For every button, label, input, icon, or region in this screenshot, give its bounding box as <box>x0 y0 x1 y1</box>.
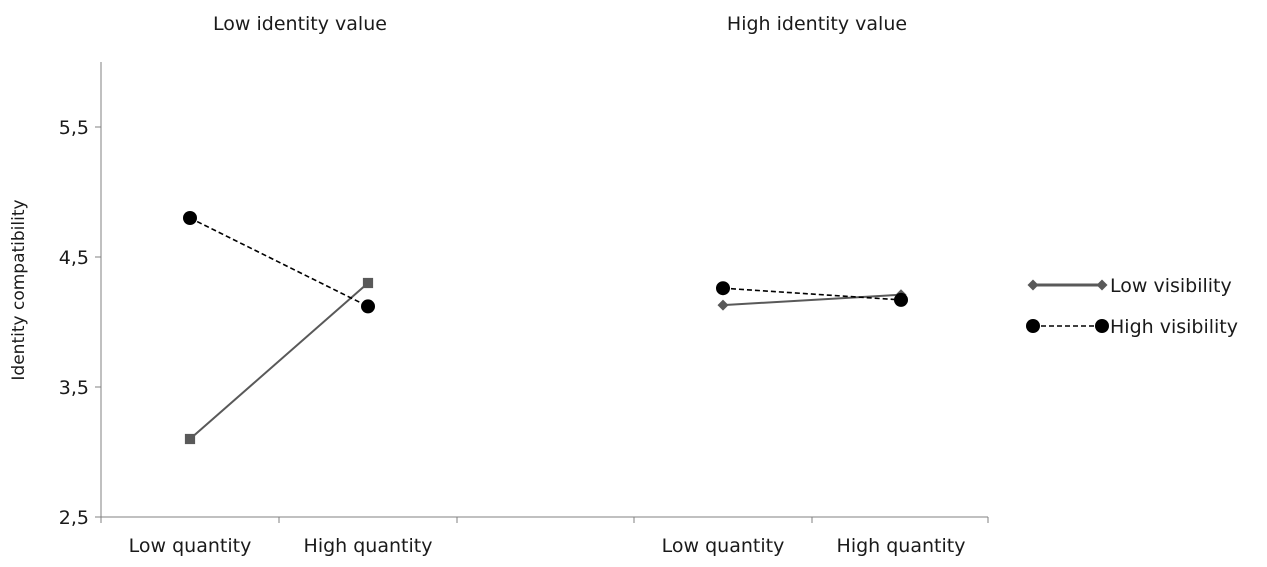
series-line <box>722 287 902 301</box>
legend-entry: Low visibility <box>1027 275 1232 297</box>
x-tick-label: Low quantity <box>662 535 785 557</box>
x-ticks: Low quantity High quantity Low quantity Hig… <box>100 517 989 557</box>
data-point-circle <box>361 299 375 314</box>
data-point-diamond <box>717 299 729 311</box>
data-point-square <box>184 433 196 445</box>
series-line <box>189 217 369 308</box>
y-tick-label: 3,5 <box>59 377 89 399</box>
series-low-visibility <box>717 289 907 311</box>
x-tick-label: Low quantity <box>129 535 252 557</box>
legend: Low visibility High visibility <box>1026 275 1238 338</box>
series-line <box>189 282 369 440</box>
data-point-circle <box>183 211 197 225</box>
y-ticks: 2,5 3,5 4,5 5,5 <box>59 117 101 529</box>
data-point-diamond <box>1027 279 1039 291</box>
legend-label: High visibility <box>1110 316 1238 338</box>
y-tick-label: 4,5 <box>59 247 89 269</box>
legend-entry: High visibility <box>1026 316 1238 338</box>
x-tick-label: High quantity <box>304 535 433 557</box>
y-tick-label: 5,5 <box>59 117 89 139</box>
data-point-diamond <box>1096 279 1108 291</box>
panel-titles: Low identity value High identity value <box>213 13 907 35</box>
series-high-visibility <box>183 211 375 314</box>
panel-title: High identity value <box>727 13 907 35</box>
series-low-visibility <box>184 277 374 445</box>
series-layer <box>183 211 908 445</box>
data-point-square <box>362 277 374 289</box>
series-line <box>722 293 902 307</box>
y-tick-label: 2,5 <box>59 507 89 529</box>
data-point-circle <box>716 281 730 296</box>
data-point-circle <box>1095 319 1109 333</box>
x-tick-label: High quantity <box>837 535 966 557</box>
data-point-circle <box>1026 319 1040 333</box>
y-axis-label: Identity compatibility <box>9 199 29 380</box>
panel-title: Low identity value <box>213 13 387 35</box>
series-high-visibility <box>716 281 908 307</box>
data-point-circle <box>894 292 908 307</box>
legend-label: Low visibility <box>1110 275 1232 297</box>
